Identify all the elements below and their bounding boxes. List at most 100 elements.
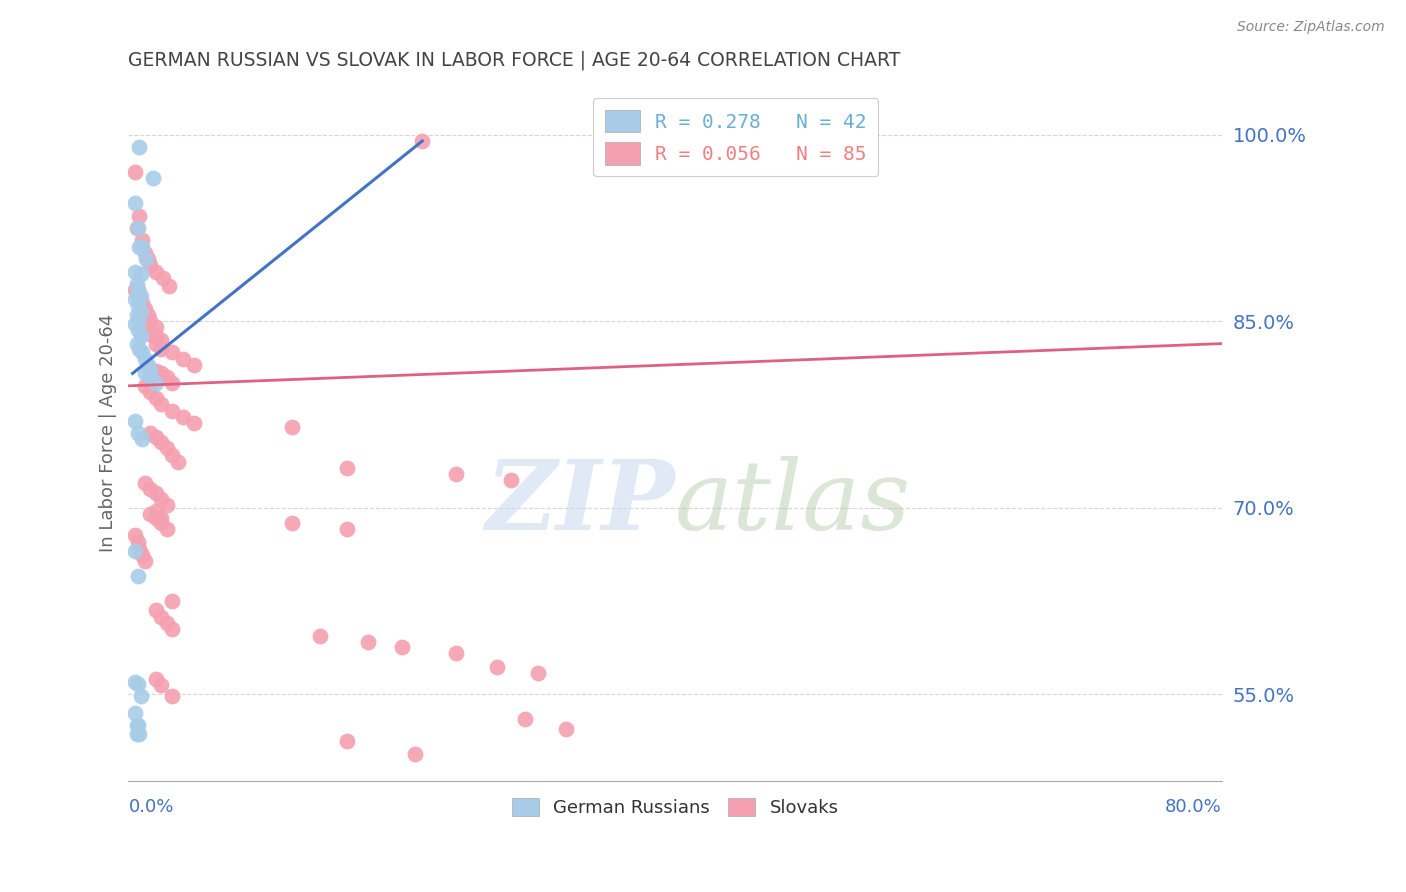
Slovaks <box>156 370 179 384</box>
Slovaks <box>150 342 173 356</box>
Slovaks <box>160 345 183 359</box>
Slovaks <box>150 397 173 411</box>
German Russians <box>136 358 159 372</box>
German Russians <box>124 414 146 428</box>
German Russians <box>125 336 148 351</box>
German Russians <box>129 329 152 343</box>
Slovaks <box>391 640 413 654</box>
Slovaks <box>554 722 576 736</box>
Slovaks <box>134 379 156 393</box>
German Russians <box>124 317 146 331</box>
Slovaks <box>156 441 179 455</box>
Slovaks <box>145 329 167 343</box>
Slovaks <box>131 234 153 248</box>
German Russians <box>128 342 150 356</box>
German Russians <box>127 299 149 313</box>
Text: 0.0%: 0.0% <box>128 798 174 816</box>
Slovaks <box>308 629 330 643</box>
Slovaks <box>134 301 156 316</box>
Slovaks <box>131 295 153 310</box>
Slovaks <box>139 314 162 328</box>
Slovaks <box>152 270 174 285</box>
Text: 80.0%: 80.0% <box>1164 798 1222 816</box>
German Russians <box>129 690 152 704</box>
German Russians <box>129 289 152 303</box>
Slovaks <box>139 385 162 400</box>
Slovaks <box>131 548 153 562</box>
Slovaks <box>150 610 173 624</box>
Slovaks <box>336 460 359 475</box>
Slovaks <box>160 403 183 417</box>
Slovaks <box>136 252 159 266</box>
Slovaks <box>281 516 304 530</box>
Slovaks <box>145 391 167 405</box>
Slovaks <box>486 659 509 673</box>
Slovaks <box>160 594 183 608</box>
Slovaks <box>446 467 468 481</box>
Slovaks <box>128 289 150 303</box>
Slovaks <box>281 420 304 434</box>
Slovaks <box>150 434 173 449</box>
German Russians <box>124 292 146 306</box>
Slovaks <box>336 522 359 536</box>
Slovaks <box>156 498 179 512</box>
German Russians <box>124 544 146 558</box>
Slovaks <box>172 409 194 424</box>
Slovaks <box>145 485 167 500</box>
German Russians <box>128 727 150 741</box>
German Russians <box>135 252 157 266</box>
Slovaks <box>513 712 536 726</box>
German Russians <box>124 674 146 689</box>
Slovaks <box>145 320 167 334</box>
Slovaks <box>145 510 167 524</box>
Slovaks <box>124 528 146 542</box>
Slovaks <box>145 672 167 686</box>
Slovaks <box>156 616 179 631</box>
German Russians <box>139 364 162 378</box>
Slovaks <box>183 358 205 372</box>
German Russians <box>134 367 156 381</box>
Slovaks <box>145 364 167 378</box>
Slovaks <box>527 665 550 680</box>
Slovaks <box>172 351 194 366</box>
German Russians <box>124 264 146 278</box>
Slovaks <box>127 283 149 297</box>
Text: GERMAN RUSSIAN VS SLOVAK IN LABOR FORCE | AGE 20-64 CORRELATION CHART: GERMAN RUSSIAN VS SLOVAK IN LABOR FORCE … <box>128 51 901 70</box>
Slovaks <box>139 482 162 496</box>
Slovaks <box>128 541 150 556</box>
Slovaks <box>446 646 468 660</box>
Slovaks <box>156 522 179 536</box>
Slovaks <box>145 264 167 278</box>
German Russians <box>124 196 146 211</box>
German Russians <box>128 140 150 154</box>
Slovaks <box>145 430 167 444</box>
Text: atlas: atlas <box>675 456 911 549</box>
German Russians <box>125 727 148 741</box>
Slovaks <box>150 516 173 530</box>
German Russians <box>127 718 149 732</box>
Slovaks <box>150 510 173 524</box>
Slovaks <box>150 367 173 381</box>
Slovaks <box>166 455 188 469</box>
Slovaks <box>124 165 146 179</box>
Slovaks <box>134 554 156 568</box>
German Russians <box>125 277 148 291</box>
Slovaks <box>145 504 167 518</box>
Slovaks <box>356 635 378 649</box>
Slovaks <box>160 376 183 391</box>
Slovaks <box>150 333 173 347</box>
German Russians <box>142 171 165 186</box>
Text: ZIP: ZIP <box>485 456 675 549</box>
German Russians <box>127 323 149 337</box>
Slovaks <box>336 734 359 748</box>
Slovaks <box>145 336 167 351</box>
Slovaks <box>159 279 181 293</box>
Slovaks <box>411 134 433 148</box>
German Russians <box>124 706 146 720</box>
Slovaks <box>139 326 162 341</box>
German Russians <box>127 569 149 583</box>
German Russians <box>127 283 149 297</box>
Slovaks <box>160 449 183 463</box>
Slovaks <box>150 678 173 692</box>
German Russians <box>128 311 150 326</box>
